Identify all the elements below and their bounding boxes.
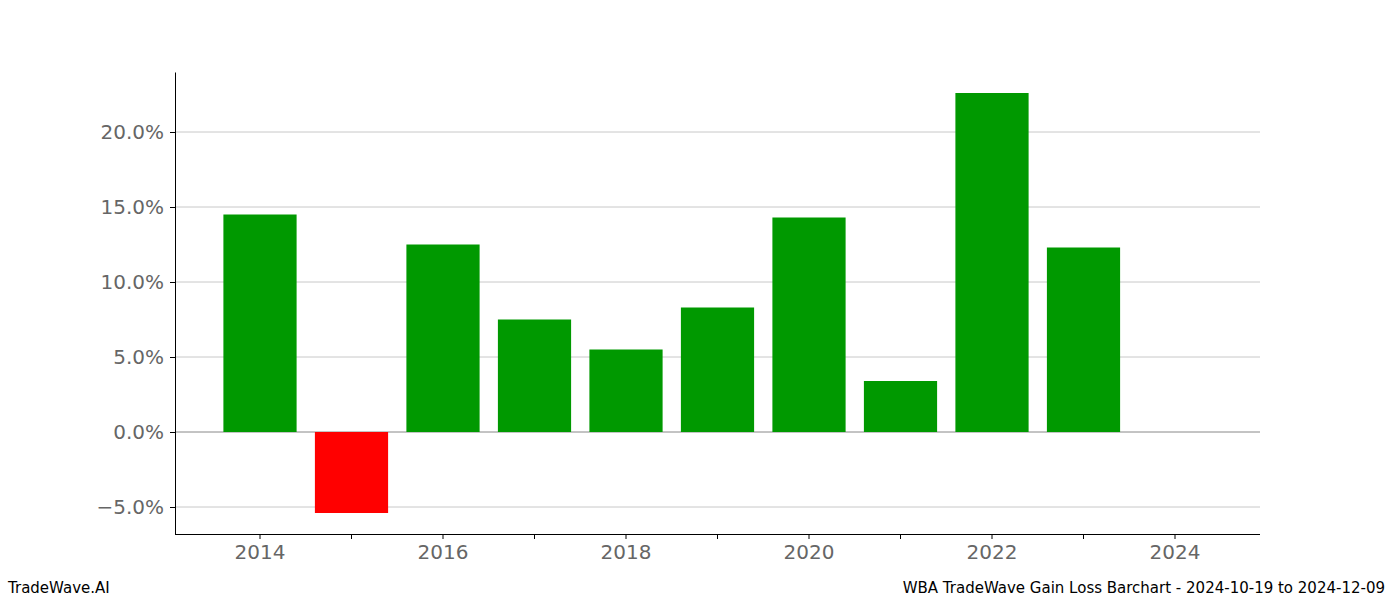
x-tick: 2024	[1150, 534, 1201, 564]
bar	[406, 245, 479, 433]
x-tick	[351, 534, 352, 539]
x-tick-label: 2018	[601, 540, 652, 564]
x-tick-label: 2020	[784, 540, 835, 564]
bar	[589, 350, 662, 433]
y-tick-label: 15.0%	[100, 195, 164, 219]
y-tick-label: 10.0%	[100, 270, 164, 294]
x-tick	[717, 534, 718, 539]
y-tick-mark	[170, 432, 175, 433]
y-tick: 5.0%	[113, 345, 175, 369]
x-tick-mark	[992, 534, 993, 539]
x-tick: 2014	[235, 534, 286, 564]
y-tick-mark	[170, 357, 175, 358]
y-tick-label: 20.0%	[100, 120, 164, 144]
bar	[315, 432, 388, 513]
bars	[223, 93, 1120, 513]
x-axis: 2014 2016 2018 2020 2022 2024	[175, 534, 1260, 564]
bar	[1047, 248, 1120, 433]
x-tick: 2020	[784, 534, 835, 564]
y-tick: −5.0%	[96, 495, 175, 519]
x-tick: 2022	[967, 534, 1018, 564]
x-tick-mark	[260, 534, 261, 539]
x-tick: 2018	[601, 534, 652, 564]
chart: −5.0% 0.0% 5.0% 10.0% 15.0% 20.0% 2014 2016 2018…	[0, 0, 1400, 600]
bar	[223, 215, 296, 433]
bar	[498, 320, 571, 433]
x-tick	[534, 534, 535, 539]
y-tick: 10.0%	[100, 270, 175, 294]
y-tick: 15.0%	[100, 195, 175, 219]
x-tick	[900, 534, 901, 539]
grid-line	[175, 207, 1260, 208]
y-tick: 0.0%	[113, 420, 175, 444]
x-tick	[1083, 534, 1084, 539]
y-tick-mark	[170, 282, 175, 283]
title: WBA TradeWave Gain Loss Barchart - 2024-…	[903, 579, 1385, 597]
bar	[955, 93, 1028, 432]
x-tick-label: 2016	[418, 540, 469, 564]
x-tick-mark	[717, 534, 718, 539]
y-tick-label: 5.0%	[113, 345, 164, 369]
y-tick-label: −5.0%	[96, 495, 164, 519]
x-tick-label: 2014	[235, 540, 286, 564]
x-tick-mark	[1083, 534, 1084, 539]
bar	[864, 381, 937, 432]
x-tick-mark	[534, 534, 535, 539]
y-tick-label: 0.0%	[113, 420, 164, 444]
y-tick-mark	[170, 507, 175, 508]
grid-line	[175, 132, 1260, 133]
x-tick-mark	[900, 534, 901, 539]
x-tick-label: 2022	[967, 540, 1018, 564]
y-tick: 20.0%	[100, 120, 175, 144]
y-axis: −5.0% 0.0% 5.0% 10.0% 15.0% 20.0%	[96, 73, 175, 535]
x-tick: 2016	[418, 534, 469, 564]
y-tick-mark	[170, 207, 175, 208]
x-tick-mark	[1175, 534, 1176, 539]
y-tick-mark	[170, 132, 175, 133]
y-axis-line	[175, 73, 176, 535]
annotation: TradeWave.AI	[7, 579, 110, 597]
x-tick-mark	[626, 534, 627, 539]
x-tick-mark	[809, 534, 810, 539]
x-tick-mark	[351, 534, 352, 539]
x-tick-label: 2024	[1150, 540, 1201, 564]
x-tick-mark	[443, 534, 444, 539]
bar	[681, 308, 754, 433]
bar	[772, 218, 845, 433]
